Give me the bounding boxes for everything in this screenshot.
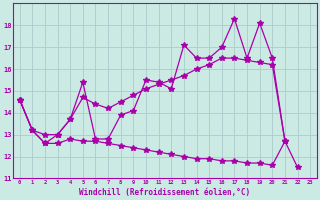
X-axis label: Windchill (Refroidissement éolien,°C): Windchill (Refroidissement éolien,°C) (79, 188, 251, 197)
